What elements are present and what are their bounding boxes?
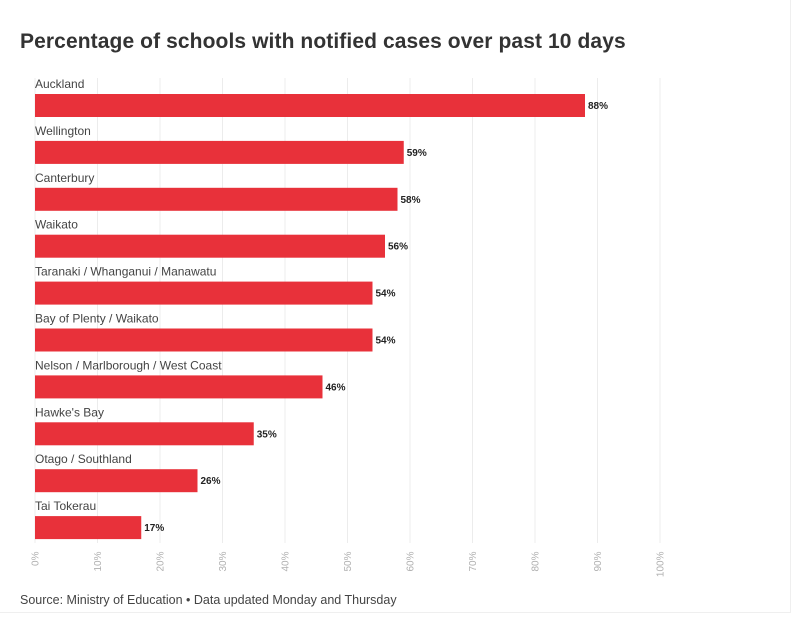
category-label: Hawke's Bay	[35, 405, 104, 419]
category-label: Bay of Plenty / Waikato	[35, 312, 159, 326]
bar	[35, 281, 373, 305]
category-label: Wellington	[35, 124, 91, 138]
value-label: 54%	[376, 336, 396, 347]
bar	[35, 234, 385, 258]
x-tick-label: 10%	[93, 551, 104, 571]
x-tick-label: 0%	[31, 551, 42, 566]
bar	[35, 328, 373, 352]
source-note: Source: Ministry of Education • Data upd…	[20, 593, 397, 607]
chart-frame	[0, 0, 791, 613]
value-label: 58%	[401, 195, 421, 206]
value-label: 26%	[201, 476, 221, 487]
x-tick-label: 20%	[156, 551, 167, 571]
x-tick-label: 50%	[343, 551, 354, 571]
value-label: 88%	[588, 101, 608, 112]
value-label: 46%	[326, 382, 346, 393]
value-label: 59%	[407, 148, 427, 159]
x-tick-label: 70%	[468, 551, 479, 571]
category-label: Waikato	[35, 218, 78, 232]
bar	[35, 469, 198, 493]
bar	[35, 516, 142, 540]
category-label: Otago / Southland	[35, 452, 132, 466]
category-label: Tai Tokerau	[35, 499, 96, 513]
x-tick-label: 90%	[593, 551, 604, 571]
category-label: Canterbury	[35, 171, 94, 185]
bar	[35, 422, 254, 446]
bar	[35, 375, 323, 399]
value-label: 54%	[376, 289, 396, 300]
x-tick-label: 40%	[281, 551, 292, 571]
x-tick-label: 80%	[531, 551, 542, 571]
x-tick-label: 60%	[406, 551, 417, 571]
category-label: Auckland	[35, 77, 84, 91]
value-label: 17%	[144, 523, 164, 534]
category-label: Nelson / Marlborough / West Coast	[35, 358, 222, 372]
bar	[35, 187, 398, 211]
value-label: 56%	[388, 242, 408, 253]
x-tick-label: 100%	[656, 551, 667, 577]
x-tick-label: 30%	[218, 551, 229, 571]
bar-chart: Auckland 88% Wellington 59% Canterbury 58% Wai…	[31, 77, 667, 577]
chart-title: Percentage of schools with notified case…	[20, 30, 626, 53]
bar	[35, 94, 585, 117]
bar	[35, 140, 404, 164]
category-label: Taranaki / Whanganui / Manawatu	[35, 265, 216, 279]
value-label: 35%	[257, 429, 277, 440]
